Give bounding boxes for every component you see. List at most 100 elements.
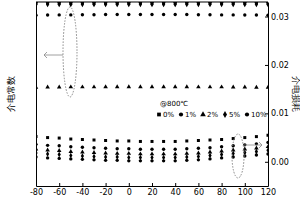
point — [45, 85, 50, 89]
x-tick: -60 — [53, 183, 66, 197]
x-tick-mark — [59, 183, 60, 186]
point — [150, 2, 153, 4]
point — [58, 2, 61, 4]
x-tick-label: 60 — [194, 188, 204, 197]
point — [116, 139, 119, 142]
point — [266, 147, 268, 153]
legend: @800℃ 0% 1% 2% 5% 10% — [157, 100, 267, 119]
x-tick-label: 20 — [147, 188, 157, 197]
point — [139, 2, 142, 4]
x-tick-label: 40 — [171, 188, 181, 197]
y2-tick-label: 0.01 — [271, 109, 289, 118]
point — [266, 152, 268, 155]
x-tick-mark — [222, 183, 223, 186]
point — [127, 159, 130, 162]
point — [266, 85, 268, 89]
point — [174, 159, 177, 162]
annotation-arrow — [44, 52, 63, 58]
point — [80, 149, 85, 153]
point — [243, 2, 246, 4]
y-axis — [36, 3, 37, 187]
x-tick-mark — [82, 183, 83, 186]
point — [185, 13, 188, 16]
x-tick-label: -80 — [30, 188, 43, 197]
point — [104, 159, 107, 162]
legend-marker — [179, 112, 183, 116]
point — [46, 2, 49, 4]
point — [139, 13, 142, 16]
point — [220, 138, 223, 141]
point — [92, 158, 95, 161]
point — [162, 148, 165, 151]
point — [185, 2, 188, 4]
point — [162, 2, 165, 4]
x-tick-label: 120 — [261, 188, 276, 197]
x-tick-mark — [245, 183, 246, 186]
x-tick-mark — [175, 183, 176, 186]
point — [162, 159, 165, 162]
point — [92, 13, 95, 16]
point — [162, 13, 165, 16]
point — [185, 147, 188, 150]
point — [57, 85, 62, 89]
annotation-ellipse — [232, 134, 244, 178]
point — [127, 139, 130, 142]
point — [255, 153, 258, 156]
point — [197, 13, 200, 16]
point — [197, 2, 200, 4]
point — [81, 138, 84, 141]
point — [115, 84, 120, 88]
x-tick-label: -20 — [100, 188, 113, 197]
y2-tick: 0.02 — [265, 61, 289, 70]
chart: -80-60-40-200204060801001200.000.010.020… — [0, 0, 300, 200]
point — [69, 84, 74, 88]
point — [104, 13, 107, 16]
legend-item: 10% — [245, 111, 267, 119]
point — [255, 13, 258, 16]
annotation-ellipse — [63, 7, 77, 97]
legend-marker — [223, 111, 227, 118]
y2-axis: 0.000.010.020.03 — [265, 3, 289, 187]
point — [254, 85, 259, 89]
legend-label: 2% — [207, 111, 218, 119]
legend-title: @800℃ — [160, 100, 188, 108]
legend-label: 5% — [229, 111, 240, 119]
legend-item: 0% — [157, 111, 174, 119]
point — [197, 139, 200, 142]
point — [104, 139, 107, 142]
point — [127, 151, 132, 155]
point — [58, 137, 61, 140]
x-tick: 20 — [147, 183, 157, 197]
series — [36, 2, 268, 4]
point — [116, 2, 119, 4]
legend-item: 2% — [200, 111, 218, 119]
x-tick-mark — [152, 183, 153, 186]
point — [220, 145, 223, 148]
x-tick-label: 0 — [127, 188, 132, 197]
legend-label: 1% — [185, 111, 196, 119]
point — [81, 158, 84, 161]
point — [151, 140, 154, 143]
point — [243, 13, 246, 16]
series — [36, 147, 268, 160]
x-tick: 60 — [194, 183, 204, 197]
point — [162, 140, 165, 143]
point — [116, 159, 119, 162]
point — [267, 134, 269, 137]
point — [81, 2, 84, 4]
point — [220, 2, 223, 4]
legend-label: 10% — [251, 111, 267, 119]
point — [58, 144, 61, 147]
x-tick-label: 100 — [238, 188, 253, 197]
point — [139, 140, 142, 143]
point — [127, 2, 130, 4]
axis-line — [268, 3, 269, 187]
legend-item: 5% — [223, 111, 240, 119]
point — [127, 84, 132, 88]
y2-tick: 0.00 — [265, 158, 289, 167]
point — [208, 13, 211, 16]
point — [69, 2, 72, 4]
point — [266, 141, 268, 144]
x-tick: -40 — [76, 183, 89, 197]
point — [208, 146, 211, 149]
